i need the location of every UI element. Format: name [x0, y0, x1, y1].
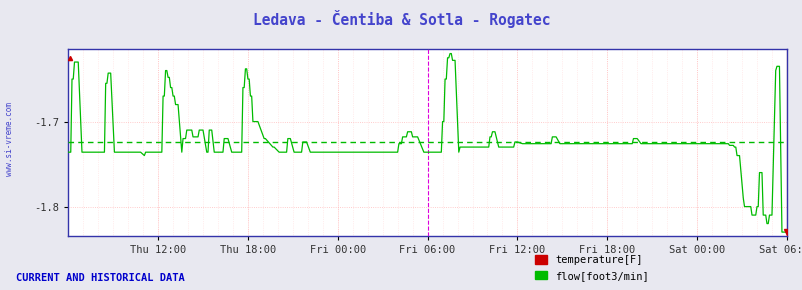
Legend: temperature[F], flow[foot3/min]: temperature[F], flow[foot3/min] [529, 251, 653, 285]
Text: Ledava - Čentiba & Sotla - Rogatec: Ledava - Čentiba & Sotla - Rogatec [253, 10, 549, 28]
Text: www.si-vreme.com: www.si-vreme.com [5, 102, 14, 176]
Text: CURRENT AND HISTORICAL DATA: CURRENT AND HISTORICAL DATA [16, 273, 184, 282]
